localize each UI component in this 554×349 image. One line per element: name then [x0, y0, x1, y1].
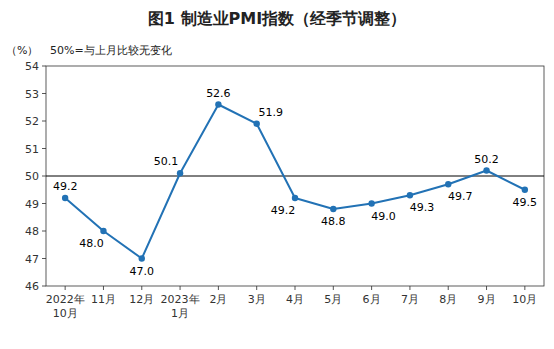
- x-tick-label: 4月: [286, 293, 304, 306]
- y-tick-label: 46: [25, 280, 39, 293]
- point: [522, 187, 528, 193]
- point: [215, 101, 221, 107]
- chart: 图1 制造业PMI指数（经季节调整） （%） 50%=与上月比较无变化 46 47 48 4…: [0, 0, 554, 349]
- x-tick: [371, 286, 372, 290]
- y-tick-label: 51: [25, 143, 39, 156]
- point: [62, 195, 68, 201]
- data-label: 48.8: [321, 215, 346, 228]
- plot-frame: [46, 66, 544, 286]
- y-tick-label: 47: [25, 253, 39, 266]
- y-label: （%）: [6, 44, 38, 57]
- data-label: 47.0: [130, 265, 155, 278]
- y-tick: [42, 121, 46, 122]
- title: 图1 制造业PMI指数（经季节调整）: [148, 9, 406, 28]
- x-tick: [295, 286, 296, 290]
- data-label: 49.3: [410, 201, 435, 214]
- y-tick: [42, 203, 46, 204]
- plot-area: [46, 101, 544, 261]
- x-tick-label: 3月: [248, 293, 266, 306]
- x-tick-label: 5月: [324, 293, 342, 306]
- y-tick: [42, 148, 46, 149]
- y-tick: [42, 176, 46, 177]
- point: [445, 181, 451, 187]
- y-tick-label: 50: [25, 170, 39, 183]
- point: [330, 206, 336, 212]
- point: [292, 195, 298, 201]
- y-tick-label: 49: [25, 198, 39, 211]
- x-tick-label: 10月: [512, 293, 537, 306]
- x-tick: [180, 286, 181, 290]
- x-tick: [103, 286, 104, 290]
- x-tick-label: 12月: [129, 293, 154, 306]
- y-tick: [42, 231, 46, 232]
- data-label: 51.9: [258, 106, 283, 119]
- x-tick: [65, 286, 66, 290]
- point: [368, 200, 374, 206]
- data-label: 49.2: [53, 180, 78, 193]
- x-tick-label: 7月: [401, 293, 419, 306]
- y-tick-label: 48: [25, 225, 39, 238]
- x-tick: [524, 286, 525, 290]
- x-tick: [141, 286, 142, 290]
- line: [65, 105, 525, 259]
- data-label: 49.5: [513, 196, 538, 209]
- x-tick-label: 11月: [91, 293, 116, 306]
- point: [483, 167, 489, 173]
- point: [100, 228, 106, 234]
- data-label: 50.1: [154, 155, 179, 168]
- point: [407, 192, 413, 198]
- data-label: 49.2: [271, 204, 296, 217]
- data-label: 50.2: [474, 153, 499, 166]
- data-label: 49.7: [448, 190, 473, 203]
- data-label: 52.6: [206, 87, 231, 100]
- x-tick: [218, 286, 219, 290]
- y-tick: [42, 93, 46, 94]
- point: [177, 170, 183, 176]
- note: 50%=与上月比较无变化: [50, 44, 172, 57]
- y-tick-label: 52: [25, 115, 39, 128]
- point: [139, 255, 145, 261]
- x-tick: [256, 286, 257, 290]
- data-label: 48.0: [79, 237, 104, 250]
- x-tick: [448, 286, 449, 290]
- x-tick: [486, 286, 487, 290]
- point: [253, 121, 259, 127]
- x-tick-label: 8月: [439, 293, 457, 306]
- y-tick-label: 54: [25, 60, 39, 73]
- x-tick-label: 2023年1月: [161, 293, 200, 320]
- x-tick: [333, 286, 334, 290]
- x-tick: [409, 286, 410, 290]
- y-tick: [42, 258, 46, 259]
- y-tick: [42, 66, 46, 67]
- y-tick-label: 53: [25, 88, 39, 101]
- x-tick-label: 6月: [363, 293, 381, 306]
- x-tick-label: 2月: [209, 293, 227, 306]
- y-tick: [42, 286, 46, 287]
- x-tick-label: 2022年10月: [46, 293, 85, 320]
- x-tick-label: 9月: [478, 293, 496, 306]
- data-label: 49.0: [371, 210, 396, 223]
